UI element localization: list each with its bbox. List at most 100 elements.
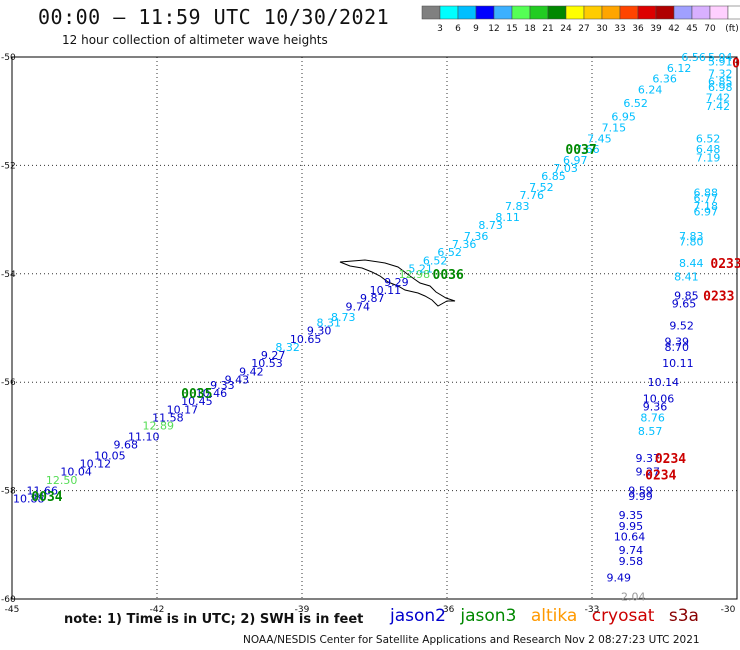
wave-height-label: 6.12 <box>667 62 692 75</box>
wave-height-label: 7.42 <box>706 92 731 105</box>
latitude-tick-label: -60 <box>1 595 16 605</box>
pass-number-label: 0233 <box>710 257 740 272</box>
legend-swatch <box>583 5 603 20</box>
wave-height-label: 7.03 <box>553 162 578 175</box>
pass-number-label: 0234 <box>645 468 676 483</box>
wave-height-label: 6.85 <box>708 75 733 88</box>
wave-height-label: 10.12 <box>80 458 112 471</box>
wave-height-label: 6.77 <box>694 192 719 205</box>
wave-height-label: 10.04 <box>60 466 91 479</box>
wave-height-label: 6.36 <box>652 73 677 86</box>
legend-swatch <box>637 5 657 20</box>
longitude-ticks: -45 -42 -39 -36 -33 -30 <box>5 605 736 615</box>
legend-swatch <box>421 5 441 20</box>
wave-height-label: 9.39 <box>665 336 690 349</box>
map-grid <box>12 57 737 599</box>
wave-height-label: 8.70 <box>665 341 690 354</box>
longitude-tick-label: -42 <box>150 605 165 615</box>
wave-height-label: 12.50 <box>46 474 77 487</box>
wave-height-label: 8.57 <box>638 425 663 438</box>
pass-number-label: 0 <box>732 56 740 71</box>
latitude-tick-label: -52 <box>1 161 16 171</box>
latitude-tick-label: -54 <box>1 270 16 280</box>
wave-height-label: 10.17 <box>167 403 199 416</box>
satellite-s3a: s3a <box>668 606 699 626</box>
wave-height-label: 10.05 <box>94 449 126 462</box>
legend-label: 36 <box>632 24 644 34</box>
wave-height-label: 9.95 <box>619 520 644 533</box>
wave-height-label: 9.42 <box>239 365 264 378</box>
wave-height-label: 6.52 <box>623 97 648 110</box>
wave-height-label: 9.99 <box>628 490 653 503</box>
pass-number-label: 0234 <box>655 452 686 467</box>
satellite-jason3: jason3 <box>460 606 517 626</box>
legend-label: 42 <box>668 24 679 34</box>
wave-height-label: 9.30 <box>307 325 332 338</box>
wave-height-label: 8.11 <box>495 211 520 224</box>
wave-height-label: 8.41 <box>674 271 699 284</box>
wave-height-label: 6.98 <box>708 81 733 94</box>
wave-height-label: 9.49 <box>607 571 632 584</box>
wave-height-label: 7.36 <box>452 238 477 251</box>
legend-swatch <box>691 5 711 20</box>
wave-height-label: 9.43 <box>225 373 250 386</box>
latitude-tick-label: -56 <box>1 378 16 388</box>
wave-height-label: 7.66 <box>575 143 600 156</box>
pass-number-label: 0034 <box>31 490 62 505</box>
legend-label: 30 <box>596 24 608 34</box>
wave-height-label: 7.32 <box>708 67 733 80</box>
wave-height-label: 5.21 <box>408 262 433 275</box>
wave-height-label: 6.97 <box>694 205 719 218</box>
wave-height-label: 6.95 <box>611 111 636 124</box>
credit-line: NOAA/NESDIS Center for Satellite Applica… <box>243 634 700 646</box>
wave-height-label: 10.88 <box>13 493 45 506</box>
wave-height-label: 8.73 <box>331 311 356 324</box>
legend-swatch <box>727 5 740 20</box>
wave-height-label: 8.31 <box>317 317 342 330</box>
wave-height-label: 7.83 <box>505 200 530 213</box>
longitude-tick-label: -36 <box>440 605 455 615</box>
wave-height-label: 11.66 <box>27 485 59 498</box>
wave-height-label: 9.35 <box>619 509 644 522</box>
legend-swatch <box>439 5 459 20</box>
wave-height-label: 7.19 <box>696 151 721 164</box>
longitude-tick-label: -45 <box>5 605 20 615</box>
latitude-tick-label: -50 <box>1 53 16 63</box>
wave-height-label: 10.64 <box>614 531 646 544</box>
legend-label: 27 <box>578 24 589 34</box>
pass-number-label: 0036 <box>433 268 464 283</box>
chart-title: 00:00 – 11:59 UTC 10/30/2021 <box>38 5 390 29</box>
wave-height-label: 6.97 <box>563 154 588 167</box>
pass-number-label: 0035 <box>181 387 212 402</box>
wave-height-label: 9.65 <box>672 298 697 311</box>
note-text: note: 1) Time is in UTC; 2) SWH is in fe… <box>64 612 364 627</box>
legend-label: (ft) <box>725 24 739 34</box>
legend-swatch <box>565 5 585 20</box>
wave-height-label: 7.15 <box>602 121 627 134</box>
legend-swatch <box>529 5 549 20</box>
legend-swatch <box>475 5 495 20</box>
legend-swatch <box>619 5 639 20</box>
wave-height-label: 6.48 <box>696 143 721 156</box>
wave-height-label: 7.76 <box>520 189 545 202</box>
wave-height-label: 9.37 <box>636 452 661 465</box>
wave-height-label: 8.76 <box>640 411 665 424</box>
legend-label: 21 <box>542 24 553 34</box>
wave-height-label: 6.56 <box>681 51 706 64</box>
wave-height-label: 10.11 <box>370 284 402 297</box>
wave-height-label: 7.80 <box>679 235 704 248</box>
legend-label: 9 <box>473 24 479 34</box>
wave-height-label: 12.98 <box>399 268 431 281</box>
wave-height-label: 7.45 <box>587 132 612 145</box>
wave-height-label: 9.87 <box>360 292 385 305</box>
legend-swatch <box>601 5 621 20</box>
legend-swatch <box>673 5 693 20</box>
legend-swatch <box>493 5 513 20</box>
longitude-tick-label: -30 <box>721 605 736 615</box>
wave-height-label: 9.58 <box>619 555 644 568</box>
wave-height-label: 10.14 <box>648 376 680 389</box>
wave-height-label: 10.46 <box>196 387 228 400</box>
legend-label: 3 <box>437 24 443 34</box>
legend-swatch <box>709 5 729 20</box>
longitude-tick-label: -33 <box>585 605 600 615</box>
